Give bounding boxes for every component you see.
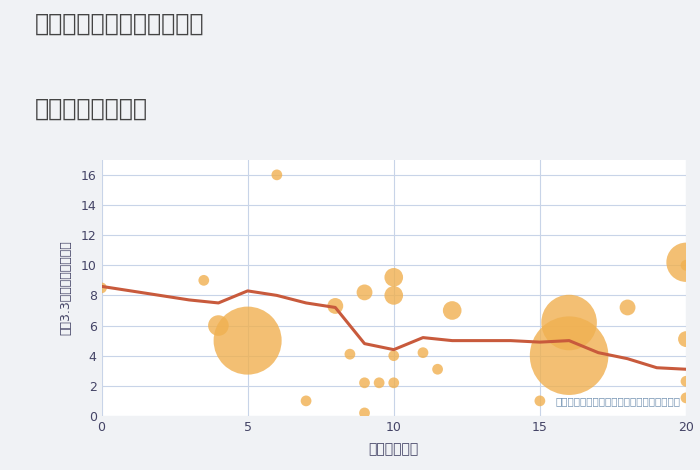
- Point: [564, 352, 575, 360]
- Point: [680, 377, 692, 385]
- Point: [432, 366, 443, 373]
- Y-axis label: 坪（3.3㎡）単価（万円）: 坪（3.3㎡）単価（万円）: [60, 241, 72, 335]
- Point: [417, 349, 428, 356]
- Point: [564, 319, 575, 326]
- Point: [388, 352, 399, 360]
- Point: [359, 379, 370, 386]
- Point: [330, 302, 341, 310]
- Point: [622, 304, 634, 311]
- Point: [447, 307, 458, 314]
- Point: [359, 409, 370, 417]
- Point: [374, 379, 385, 386]
- Point: [344, 351, 356, 358]
- Point: [300, 397, 312, 405]
- Point: [96, 284, 107, 291]
- Point: [680, 336, 692, 343]
- Point: [242, 337, 253, 345]
- Point: [388, 292, 399, 299]
- Point: [534, 397, 545, 405]
- X-axis label: 駅距離（分）: 駅距離（分）: [369, 442, 419, 456]
- Point: [359, 289, 370, 296]
- Point: [680, 258, 692, 266]
- Point: [198, 276, 209, 284]
- Point: [388, 274, 399, 281]
- Point: [680, 394, 692, 402]
- Point: [213, 322, 224, 329]
- Text: 三重県伊賀市希望ヶ丘東の: 三重県伊賀市希望ヶ丘東の: [35, 12, 204, 36]
- Point: [388, 379, 399, 386]
- Text: 円の大きさは、取引のあった物件面積を示す: 円の大きさは、取引のあった物件面積を示す: [555, 396, 680, 406]
- Point: [680, 261, 692, 269]
- Point: [272, 171, 283, 179]
- Text: 駅距離別土地価格: 駅距離別土地価格: [35, 96, 148, 120]
